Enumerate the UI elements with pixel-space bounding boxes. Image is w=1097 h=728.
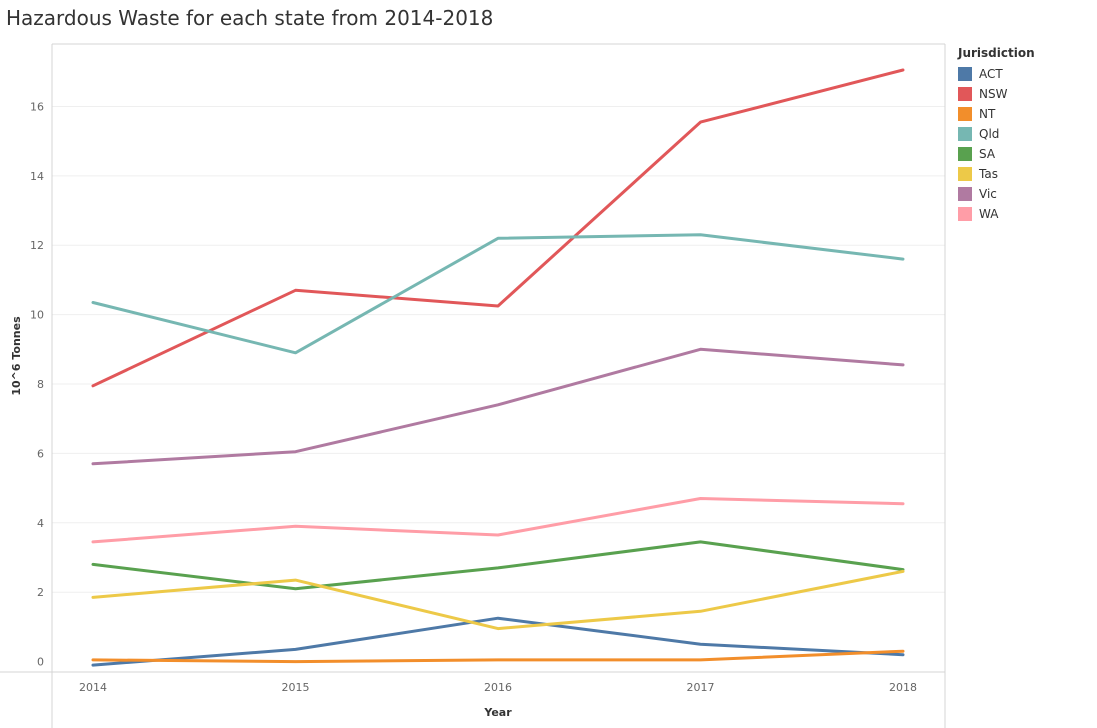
x-tick-label: 2015 <box>282 681 310 694</box>
series-line-vic[interactable] <box>91 347 905 466</box>
x-tick-label: 2017 <box>687 681 715 694</box>
y-tick-label: 12 <box>30 239 44 252</box>
legend-swatch <box>958 187 972 201</box>
x-tick-label: 2016 <box>484 681 512 694</box>
series-line-sa[interactable] <box>91 540 905 591</box>
series-line-act[interactable] <box>91 616 905 667</box>
legend-item-wa[interactable]: WA <box>958 204 1035 224</box>
legend-item-qld[interactable]: Qld <box>958 124 1035 144</box>
y-tick-label: 4 <box>37 517 44 530</box>
y-tick-label: 2 <box>37 586 44 599</box>
chart-title: Hazardous Waste for each state from 2014… <box>6 6 494 30</box>
legend-item-nsw[interactable]: NSW <box>958 84 1035 104</box>
legend-item-sa[interactable]: SA <box>958 144 1035 164</box>
legend-label: ACT <box>979 67 1003 81</box>
series-line-nsw[interactable] <box>91 68 905 388</box>
legend-swatch <box>958 87 972 101</box>
y-tick-label: 0 <box>37 656 44 669</box>
legend-label: Qld <box>979 127 1000 141</box>
legend-title: Jurisdiction <box>958 46 1035 60</box>
x-axis-ticks: 2014 2015 2016 2017 2018 <box>79 681 917 694</box>
y-tick-label: 14 <box>30 170 44 183</box>
legend: Jurisdiction ACT NSW NT Qld SA Tas Vic WA <box>958 46 1035 224</box>
legend-label: Vic <box>979 187 997 201</box>
series-lines <box>91 68 905 667</box>
legend-swatch <box>958 147 972 161</box>
series-line-tas[interactable] <box>91 569 905 631</box>
legend-label: NT <box>979 107 996 121</box>
legend-swatch <box>958 107 972 121</box>
legend-label: NSW <box>979 87 1008 101</box>
series-line-wa[interactable] <box>91 497 905 544</box>
legend-item-nt[interactable]: NT <box>958 104 1035 124</box>
legend-swatch <box>958 67 972 81</box>
legend-label: SA <box>979 147 996 161</box>
y-tick-label: 16 <box>30 100 44 113</box>
y-axis-title: 10^6 Tonnes <box>10 316 23 396</box>
legend-swatch <box>958 207 972 221</box>
y-tick-label: 6 <box>37 447 44 460</box>
legend-swatch <box>958 167 972 181</box>
legend-label: WA <box>979 207 999 221</box>
series-line-nt[interactable] <box>91 649 905 664</box>
y-axis-ticks: 0 2 4 6 8 10 12 14 16 <box>30 100 44 668</box>
chart-frame <box>0 43 946 728</box>
series-line-qld[interactable] <box>91 233 905 355</box>
legend-label: Tas <box>979 167 998 181</box>
legend-item-act[interactable]: ACT <box>958 64 1035 84</box>
x-axis-title: Year <box>483 706 512 719</box>
legend-item-vic[interactable]: Vic <box>958 184 1035 204</box>
legend-items: ACT NSW NT Qld SA Tas Vic WA <box>958 64 1035 224</box>
grid <box>52 105 945 593</box>
legend-swatch <box>958 127 972 141</box>
x-tick-label: 2014 <box>79 681 107 694</box>
legend-item-tas[interactable]: Tas <box>958 164 1035 184</box>
y-tick-label: 8 <box>37 378 44 391</box>
x-tick-label: 2018 <box>889 681 917 694</box>
y-tick-label: 10 <box>30 309 44 322</box>
